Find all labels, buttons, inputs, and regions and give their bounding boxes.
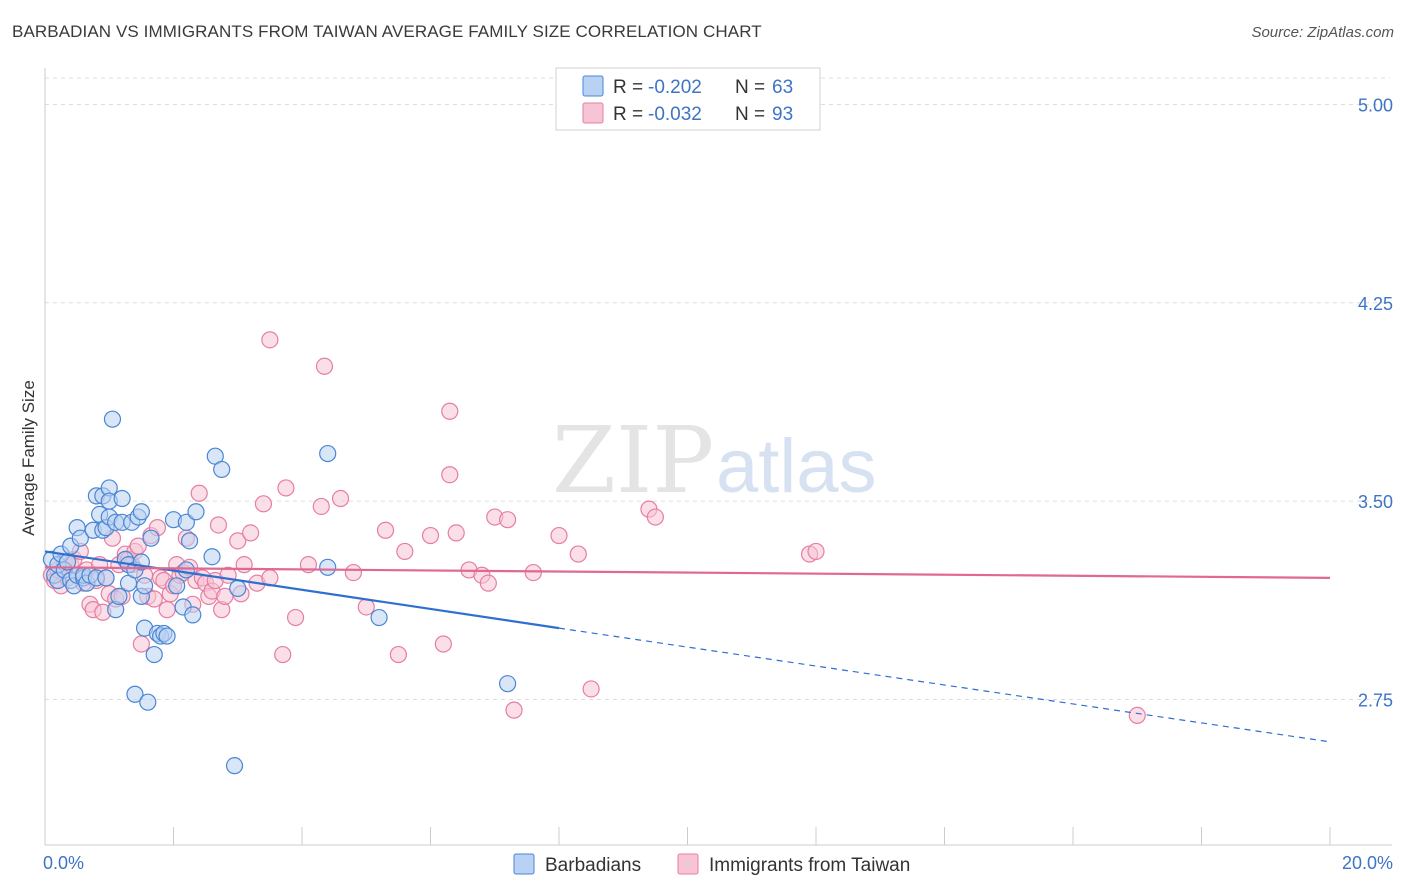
taiwan-point (132, 635, 150, 653)
taiwan-point (434, 635, 452, 653)
taiwan-trend-line (44, 566, 1331, 579)
watermark: ZIP atlas (552, 407, 877, 514)
barbadian-point (180, 532, 199, 550)
taiwan-point (286, 608, 305, 627)
points-layer (42, 331, 1146, 775)
grid-layer (45, 77, 1390, 701)
taiwan-point (158, 601, 176, 619)
taiwan-point (550, 526, 568, 545)
taiwan-point (235, 556, 253, 574)
y-axis-label: Average Family Size (19, 380, 38, 536)
y-tick-label: 2.75 (1358, 691, 1393, 711)
taiwan-point (277, 479, 295, 497)
chart-title: BARBADIAN VS IMMIGRANTS FROM TAIWAN AVER… (12, 22, 762, 41)
taiwan-point (1128, 706, 1146, 725)
correlation-legend: R = -0.202 N = 63 R = -0.032 N = 93 (555, 67, 821, 131)
series-label-taiwan: Immigrants from Taiwan (709, 855, 910, 876)
barbadian-point (139, 693, 157, 711)
taiwan-point (505, 701, 523, 719)
legend-r-value-2: -0.032 (648, 104, 702, 125)
taiwan-point (344, 563, 362, 582)
barbadian-point (187, 503, 205, 521)
taiwan-point (807, 542, 825, 561)
legend-swatch-taiwan (582, 102, 604, 124)
barbadian-trend-extension (558, 627, 1331, 743)
taiwan-point (229, 532, 247, 550)
barbadian-point (203, 548, 221, 566)
watermark-atlas: atlas (716, 424, 877, 509)
legend-n-value-2: 93 (772, 104, 793, 125)
barbadian-point (97, 569, 115, 587)
x-tick-label-min: 0.0% (43, 853, 84, 873)
legend-n-label-2: N = (735, 104, 765, 125)
barbadian-point (135, 577, 154, 595)
watermark-zip: ZIP (552, 407, 714, 514)
y-tick-label: 4.25 (1358, 294, 1393, 314)
barbadian-point (319, 558, 337, 576)
barbadian-point (184, 606, 202, 624)
taiwan-point (209, 516, 228, 534)
taiwan-point (315, 357, 334, 375)
barbadian-point (499, 675, 517, 693)
taiwan-point (254, 495, 273, 513)
taiwan-point (524, 563, 542, 582)
barbadian-point (229, 579, 247, 598)
barbadian-point (319, 444, 337, 463)
barbadian-point (103, 410, 122, 428)
legend-swatch-barbadians (582, 75, 604, 97)
barbadian-point (158, 627, 176, 645)
taiwan-point (569, 545, 587, 563)
barbadian-point (110, 587, 128, 605)
taiwan-point (582, 680, 600, 698)
barbadian-point (168, 577, 186, 595)
taiwan-point (331, 489, 350, 508)
legend-n-value-1: 63 (772, 77, 793, 98)
source-label: Source: ZipAtlas.com (1251, 24, 1394, 41)
taiwan-point (261, 331, 279, 349)
series-legend: Barbadians Immigrants from Taiwan (513, 853, 910, 876)
axis-layer: 2.75 3.50 4.25 5.00 0.0% 20.0% (43, 68, 1393, 873)
trend-layer (44, 550, 1331, 743)
barbadian-point (126, 685, 144, 703)
taiwan-point (274, 645, 292, 664)
barbadian-point (370, 608, 388, 627)
taiwan-point (479, 574, 497, 592)
barbadian-point (142, 529, 160, 547)
barbadian-point (132, 503, 150, 521)
legend-r-value-1: -0.202 (648, 77, 702, 98)
barbadian-point (177, 513, 195, 531)
taiwan-point (242, 524, 260, 542)
taiwan-point (421, 526, 440, 545)
taiwan-point (312, 497, 330, 516)
taiwan-point (190, 484, 208, 502)
taiwan-point (441, 402, 459, 420)
taiwan-point (499, 511, 517, 529)
taiwan-point (376, 521, 395, 539)
y-tick-label: 5.00 (1358, 95, 1393, 115)
series-swatch-taiwan (677, 853, 699, 875)
taiwan-point (396, 542, 414, 561)
series-swatch-barbadians (513, 853, 535, 875)
taiwan-point (357, 598, 375, 616)
taiwan-point (389, 645, 407, 664)
barbadian-point (177, 561, 195, 579)
taiwan-point (441, 466, 459, 484)
legend-r-label-2: R = (613, 104, 643, 125)
barbadian-point (71, 529, 89, 547)
barbadian-trend-line (44, 550, 560, 630)
barbadian-point (213, 460, 231, 479)
taiwan-point (447, 524, 465, 542)
legend-r-label-1: R = (613, 77, 643, 98)
taiwan-point (646, 508, 664, 526)
legend-n-label-1: N = (735, 77, 765, 98)
barbadian-point (113, 489, 131, 508)
barbadian-point (145, 645, 163, 664)
x-tick-label-max: 20.0% (1342, 853, 1393, 873)
y-tick-label: 3.50 (1358, 492, 1393, 512)
barbadian-point (225, 757, 244, 775)
series-label-barbadians: Barbadians (545, 855, 641, 876)
